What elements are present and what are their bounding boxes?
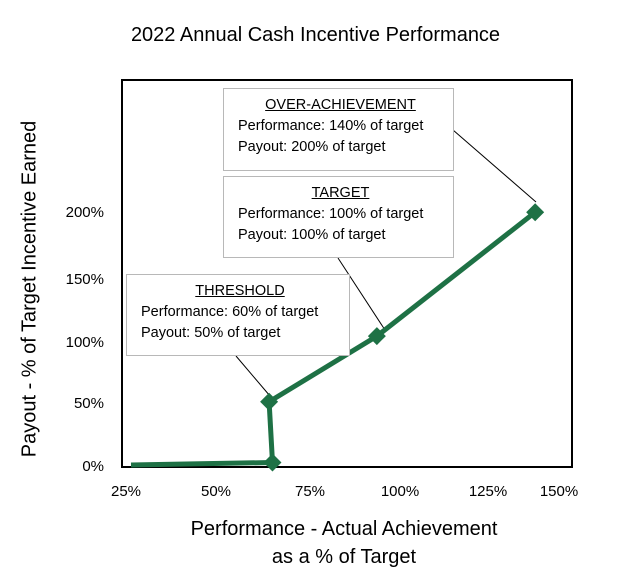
callout-over-achievement-payout: Payout: 200% of target [238,139,386,155]
x-tick-labels: 25% 50% 75% 100% 125% 150% [111,483,578,500]
leader-target [337,257,386,331]
chart-title: 2022 Annual Cash Incentive Performance [130,24,501,46]
y-tick-label: 150% [66,271,104,288]
marker-layer [260,203,545,472]
data-point-marker [260,392,279,411]
x-tick-label: 125% [469,483,507,500]
y-axis-label: Payout - % of Target Incentive Earned [18,120,41,458]
callout-threshold-payout: Payout: 50% of target [141,325,281,341]
callout-threshold-performance: Performance: 60% of target [141,304,319,320]
annotation-leaders [235,129,537,397]
callout-target: TARGET Performance: 100% of target Payou… [223,176,454,258]
x-tick-label: 150% [540,483,578,500]
y-tick-label: 100% [66,334,104,351]
plot-area-frame [121,79,573,468]
callout-over-achievement: OVER-ACHIEVEMENT Performance: 140% of ta… [223,88,454,171]
y-tick-labels: 0% 50% 100% 150% 200% [66,204,104,475]
callout-threshold-title: THRESHOLD [195,283,285,299]
leader-over-achievement [452,129,537,203]
x-tick-label: 50% [201,483,231,500]
callout-target-payout: Payout: 100% of target [238,227,386,243]
x-axis-label-line-2: as a % of Target [271,546,417,568]
data-point-marker [367,327,386,346]
callout-target-title: TARGET [311,185,370,201]
leader-threshold [235,355,271,397]
data-point-marker [263,453,282,472]
y-tick-label: 0% [82,458,104,475]
x-axis-label: Performance - Actual Achievement as a % … [191,515,498,571]
y-tick-label: 200% [66,204,104,221]
x-axis-label-line-1: Performance - Actual Achievement [190,518,498,540]
y-tick-label: 50% [74,395,104,412]
callout-target-performance: Performance: 100% of target [238,206,424,222]
data-point-marker [526,203,545,222]
callout-over-achievement-title: OVER-ACHIEVEMENT [265,97,416,113]
callout-threshold: THRESHOLD Performance: 60% of target Pay… [126,274,350,356]
x-tick-label: 75% [295,483,325,500]
x-tick-label: 100% [381,483,419,500]
x-tick-label: 25% [111,483,141,500]
callout-over-achievement-performance: Performance: 140% of target [238,118,424,134]
